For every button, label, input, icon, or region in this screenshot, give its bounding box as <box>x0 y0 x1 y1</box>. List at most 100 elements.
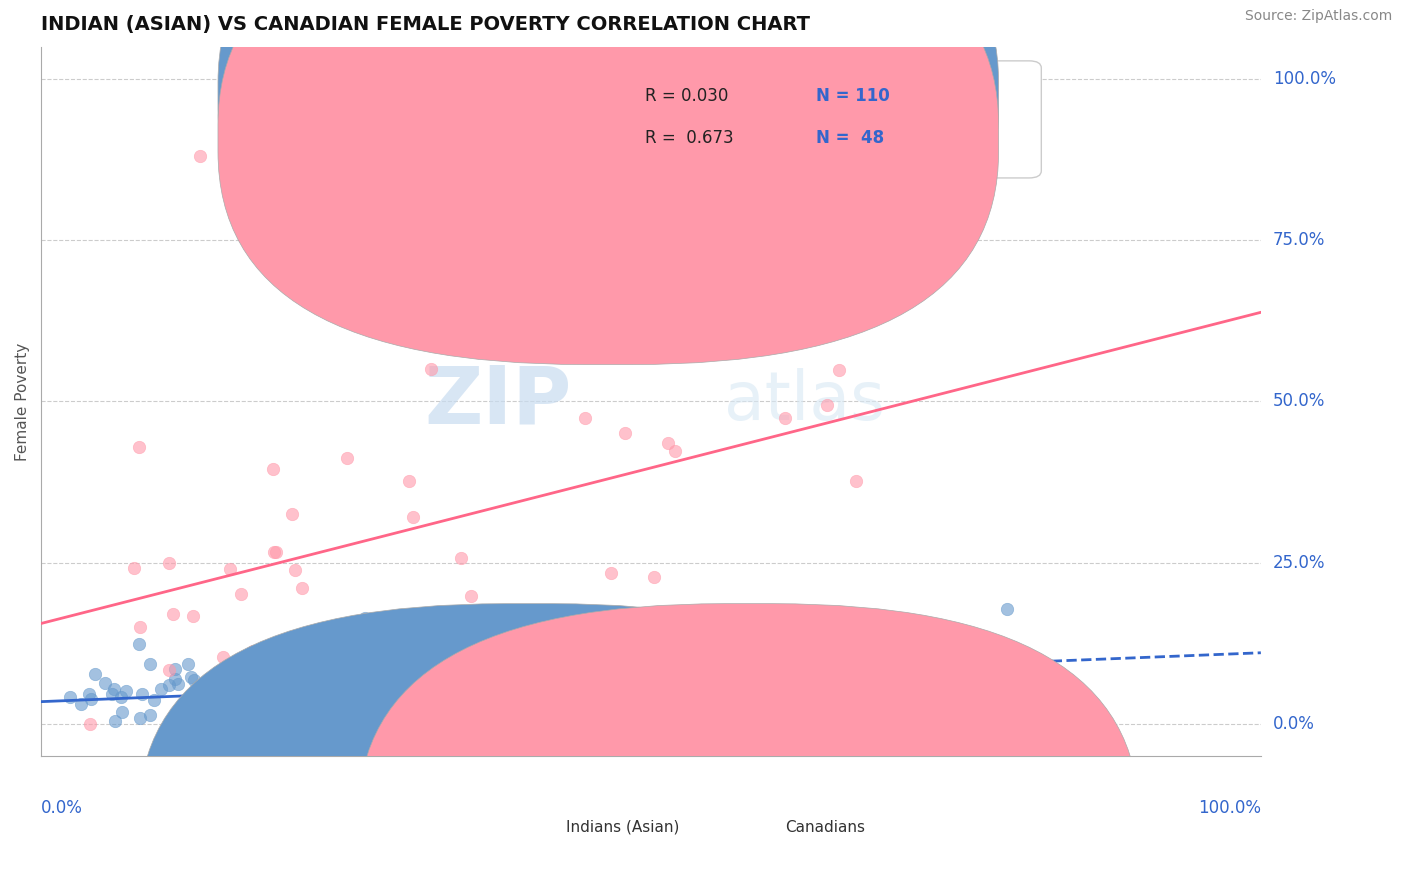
Point <box>183 706 205 720</box>
Point <box>177 657 200 672</box>
Point <box>614 649 637 664</box>
Point <box>519 664 541 678</box>
Point <box>433 699 456 714</box>
Point <box>115 684 138 698</box>
Point <box>129 711 152 725</box>
Point <box>420 362 443 376</box>
Point <box>247 694 270 708</box>
Text: 75.0%: 75.0% <box>1272 231 1326 249</box>
Point <box>326 700 349 714</box>
Point <box>384 691 406 706</box>
Point <box>565 705 588 719</box>
Point <box>139 707 162 722</box>
Point <box>491 653 513 667</box>
Point <box>591 645 613 659</box>
Point <box>318 698 340 713</box>
Point <box>402 510 425 524</box>
Point <box>380 676 402 690</box>
Point <box>450 550 472 565</box>
Point <box>281 700 304 714</box>
Text: N =  48: N = 48 <box>815 129 884 147</box>
Text: N = 110: N = 110 <box>815 87 890 104</box>
Point <box>315 717 337 731</box>
Point <box>283 563 305 577</box>
Point <box>325 688 347 702</box>
Point <box>600 566 623 580</box>
Point <box>401 694 423 708</box>
Point <box>128 440 150 454</box>
Point <box>350 691 373 706</box>
Point <box>260 695 283 709</box>
Point <box>325 691 347 706</box>
Point <box>775 410 797 425</box>
Point <box>263 545 285 559</box>
Point <box>165 672 187 686</box>
Point <box>104 714 127 728</box>
Point <box>264 640 287 654</box>
Point <box>200 701 222 715</box>
Point <box>643 570 665 584</box>
Point <box>122 561 145 575</box>
Point <box>318 693 340 707</box>
Point <box>170 706 193 720</box>
Text: 50.0%: 50.0% <box>1272 392 1326 410</box>
Point <box>475 709 498 723</box>
Point <box>224 669 246 683</box>
Point <box>761 691 783 706</box>
Point <box>194 687 217 701</box>
Point <box>188 149 211 163</box>
Point <box>162 607 184 621</box>
Text: Indians (Asian): Indians (Asian) <box>565 820 679 835</box>
Point <box>242 648 264 663</box>
Point <box>323 709 346 723</box>
Point <box>142 693 165 707</box>
Point <box>441 670 464 684</box>
Point <box>157 678 180 692</box>
Text: 100.0%: 100.0% <box>1272 70 1336 88</box>
Point <box>233 711 256 725</box>
Point <box>441 681 464 696</box>
Point <box>180 670 202 684</box>
Point <box>70 698 93 712</box>
Text: Source: ZipAtlas.com: Source: ZipAtlas.com <box>1244 9 1392 23</box>
Point <box>603 650 626 665</box>
Point <box>110 690 132 704</box>
Point <box>574 410 596 425</box>
Point <box>281 508 304 522</box>
Point <box>336 699 359 714</box>
Point <box>269 706 291 721</box>
Point <box>298 711 321 725</box>
Point <box>291 581 314 595</box>
Point <box>262 461 284 475</box>
Point <box>357 710 380 724</box>
Point <box>94 676 117 690</box>
Point <box>163 661 186 675</box>
Point <box>129 620 152 634</box>
Point <box>131 687 153 701</box>
Point <box>284 648 307 662</box>
Point <box>246 674 269 689</box>
Point <box>845 475 868 489</box>
Point <box>77 687 100 701</box>
Point <box>522 713 544 727</box>
Point <box>391 702 413 716</box>
Point <box>828 363 851 377</box>
Point <box>166 677 188 691</box>
Point <box>575 706 598 721</box>
Point <box>290 687 312 701</box>
Point <box>249 667 271 681</box>
Point <box>212 703 235 717</box>
Point <box>84 667 107 681</box>
Point <box>391 673 413 688</box>
Point <box>215 691 238 706</box>
Point <box>212 649 235 664</box>
Point <box>101 687 124 701</box>
Point <box>214 710 236 724</box>
Text: R = 0.030: R = 0.030 <box>645 87 728 104</box>
Point <box>169 706 191 720</box>
Point <box>336 450 359 465</box>
Point <box>277 649 299 664</box>
Point <box>863 257 886 271</box>
Point <box>427 657 450 672</box>
Point <box>250 713 273 727</box>
